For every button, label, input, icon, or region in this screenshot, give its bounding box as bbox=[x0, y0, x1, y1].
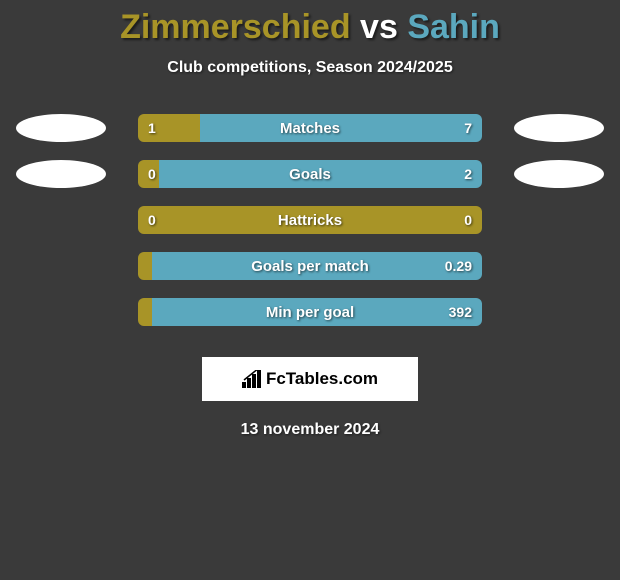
stat-row: Min per goal392 bbox=[0, 289, 620, 335]
stat-row: Goals per match0.29 bbox=[0, 243, 620, 289]
subtitle: Club competitions, Season 2024/2025 bbox=[0, 59, 620, 77]
stat-row: Goals02 bbox=[0, 151, 620, 197]
player2-avatar bbox=[514, 114, 604, 142]
stat-bar bbox=[138, 298, 482, 326]
chart-icon bbox=[242, 370, 262, 388]
comparison-title: Zimmerschied vs Sahin bbox=[0, 0, 620, 47]
stat-value-left: 0 bbox=[148, 166, 156, 182]
stat-row: Hattricks00 bbox=[0, 197, 620, 243]
bar-right-fill bbox=[159, 160, 482, 188]
brand-label: FcTables.com bbox=[242, 369, 378, 389]
brand-box[interactable]: FcTables.com bbox=[202, 357, 418, 401]
stat-value-right: 7 bbox=[464, 120, 472, 136]
player1-name: Zimmerschied bbox=[120, 8, 351, 46]
player1-avatar bbox=[16, 114, 106, 142]
bar-left-fill bbox=[138, 206, 482, 234]
bar-left-fill bbox=[138, 298, 152, 326]
stat-value-left: 0 bbox=[148, 212, 156, 228]
stat-bar bbox=[138, 160, 482, 188]
stat-value-left: 1 bbox=[148, 120, 156, 136]
bar-right-fill bbox=[152, 298, 482, 326]
stat-row: Matches17 bbox=[0, 105, 620, 151]
player2-name: Sahin bbox=[407, 8, 500, 46]
stat-value-right: 2 bbox=[464, 166, 472, 182]
stat-bar bbox=[138, 206, 482, 234]
bar-left-fill bbox=[138, 252, 152, 280]
brand-text: FcTables.com bbox=[266, 369, 378, 389]
stats-container: Matches17Goals02Hattricks00Goals per mat… bbox=[0, 105, 620, 335]
stat-value-right: 392 bbox=[449, 304, 472, 320]
stat-bar bbox=[138, 114, 482, 142]
date-label: 13 november 2024 bbox=[0, 421, 620, 439]
player1-avatar bbox=[16, 160, 106, 188]
bar-right-fill bbox=[152, 252, 482, 280]
player2-avatar bbox=[514, 160, 604, 188]
stat-bar bbox=[138, 252, 482, 280]
bar-right-fill bbox=[200, 114, 482, 142]
vs-separator: vs bbox=[351, 8, 408, 46]
stat-value-right: 0.29 bbox=[445, 258, 472, 274]
stat-value-right: 0 bbox=[464, 212, 472, 228]
